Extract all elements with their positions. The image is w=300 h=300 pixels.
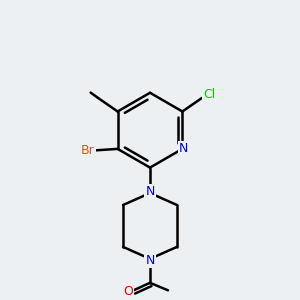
- Text: O: O: [123, 285, 133, 298]
- Text: N: N: [145, 185, 155, 198]
- Text: N: N: [145, 254, 155, 267]
- Text: Br: Br: [81, 144, 94, 157]
- Text: N: N: [179, 142, 189, 155]
- Text: Cl: Cl: [203, 88, 215, 101]
